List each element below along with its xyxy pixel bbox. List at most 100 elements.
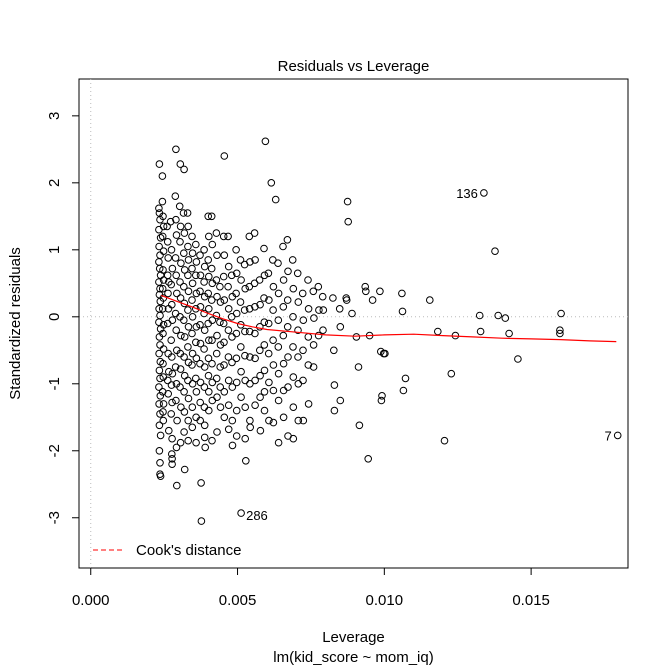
data-point — [171, 309, 180, 318]
data-point — [352, 333, 361, 341]
data-point — [188, 361, 196, 369]
data-point — [216, 282, 224, 291]
data-point — [213, 393, 221, 402]
data-point — [476, 327, 485, 336]
data-point — [156, 374, 164, 383]
data-point — [289, 403, 298, 412]
data-point — [158, 305, 167, 313]
data-point — [279, 331, 288, 340]
data-point — [284, 383, 292, 391]
data-point — [176, 278, 184, 286]
data-point — [176, 438, 185, 447]
data-point — [155, 383, 163, 391]
data-point — [304, 305, 313, 313]
data-point — [319, 306, 328, 314]
data-point — [304, 361, 313, 369]
data-point — [168, 264, 177, 273]
data-point — [232, 289, 240, 298]
data-point — [224, 305, 233, 313]
data-point — [159, 416, 168, 425]
data-point — [155, 349, 163, 358]
data-point — [207, 212, 216, 221]
y-tick-label: -2 — [46, 444, 63, 457]
data-point — [279, 303, 288, 311]
data-point — [251, 303, 259, 311]
data-point — [200, 383, 209, 391]
data-point — [159, 321, 168, 329]
data-point — [159, 329, 167, 338]
data-point — [165, 367, 173, 376]
data-point — [274, 438, 283, 447]
data-point — [220, 361, 228, 369]
data-point — [220, 388, 229, 396]
data-point — [227, 271, 236, 280]
data-point — [172, 215, 180, 224]
data-point — [228, 416, 237, 425]
point-label: 136 — [456, 186, 478, 201]
data-point — [156, 341, 164, 349]
data-point — [188, 329, 196, 338]
x-tick-label: 0.015 — [512, 592, 550, 609]
data-point — [208, 359, 216, 368]
data-point — [330, 346, 338, 355]
data-point — [164, 254, 172, 262]
data-point — [237, 393, 245, 402]
data-point — [200, 246, 208, 254]
data-point — [216, 318, 224, 327]
point-label: 286 — [246, 508, 268, 523]
data-point — [299, 376, 307, 385]
data-point — [220, 338, 228, 347]
data-point — [237, 276, 245, 284]
data-point — [196, 271, 205, 280]
data-point — [163, 238, 172, 246]
data-point — [156, 392, 165, 400]
data-point — [176, 294, 185, 302]
data-point — [381, 349, 389, 358]
data-point — [207, 264, 216, 273]
data-point — [188, 296, 196, 304]
data-point — [241, 434, 249, 443]
data-point — [205, 336, 213, 345]
data-point — [165, 426, 173, 435]
data-point — [251, 329, 259, 338]
data-point — [251, 401, 259, 410]
data-point — [283, 296, 292, 304]
data-point — [177, 331, 185, 340]
y-tick-label: 2 — [46, 179, 63, 187]
data-point — [171, 363, 180, 371]
data-point — [205, 232, 213, 241]
data-point — [212, 349, 221, 358]
data-point — [246, 416, 254, 425]
data-point — [336, 323, 345, 331]
data-point — [180, 282, 188, 291]
data-point — [173, 289, 181, 298]
data-point — [220, 413, 229, 422]
data-point — [355, 421, 364, 430]
data-point — [232, 309, 241, 318]
data-point — [294, 416, 303, 425]
data-point — [271, 195, 280, 204]
data-point — [184, 287, 193, 296]
data-point — [204, 212, 212, 221]
data-point — [196, 321, 204, 329]
data-point — [289, 434, 298, 443]
data-point — [188, 403, 197, 412]
data-point — [156, 251, 164, 259]
data-point — [232, 329, 241, 338]
data-point — [180, 266, 189, 274]
data-point — [426, 296, 434, 304]
data-point — [156, 311, 164, 320]
data-point — [232, 378, 241, 387]
data-point — [294, 326, 302, 335]
data-point — [330, 406, 339, 415]
data-point — [173, 416, 181, 425]
data-point — [213, 331, 221, 340]
x-tick-label: 0.000 — [72, 592, 110, 609]
data-point — [159, 408, 167, 416]
data-point — [188, 249, 197, 257]
data-point — [177, 259, 185, 268]
data-point — [188, 232, 196, 241]
data-point — [361, 282, 370, 291]
data-point — [256, 300, 264, 309]
data-point — [180, 428, 188, 436]
